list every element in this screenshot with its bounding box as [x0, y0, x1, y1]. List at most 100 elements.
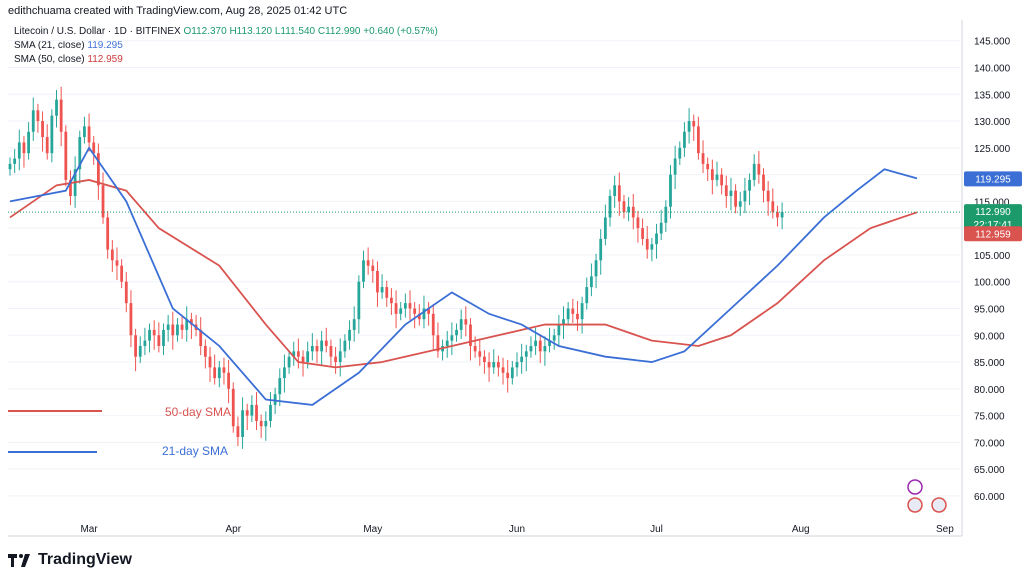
candle-body — [120, 265, 124, 282]
candle-body — [203, 345, 207, 357]
candle-body — [613, 185, 617, 197]
candle-body — [427, 308, 431, 314]
candle-body — [394, 303, 398, 314]
symbol-name: Litecoin / U.S. Dollar · 1D · BITFINEX — [14, 26, 181, 37]
candle-body — [213, 367, 217, 379]
candle-body — [506, 372, 510, 379]
candle-body — [776, 212, 779, 218]
candle-body — [515, 362, 519, 368]
candle-body — [245, 410, 249, 416]
candle-body — [148, 329, 151, 341]
y-tick-label: 135.000 — [974, 90, 1011, 101]
sma50-label: SMA (50, close) — [14, 54, 85, 65]
candle-body — [701, 153, 705, 164]
symbol-row[interactable]: Litecoin / U.S. Dollar · 1D · BITFINEX O… — [14, 25, 438, 39]
candle-body — [115, 260, 119, 266]
candle-body — [445, 340, 449, 346]
candle-body — [436, 335, 440, 352]
candle-body — [287, 356, 291, 368]
sma50-value: 112.959 — [87, 54, 123, 65]
candle-body — [529, 345, 533, 352]
candle-body — [180, 324, 184, 330]
candle-body — [92, 142, 96, 154]
candle-body — [306, 351, 310, 363]
price-badge — [964, 204, 1022, 233]
candle-body — [469, 324, 472, 346]
candle-body — [236, 426, 240, 438]
candle-body — [250, 404, 254, 416]
sma21-value: 119.295 — [87, 40, 123, 51]
candle-body — [31, 110, 35, 132]
candle-body — [129, 303, 133, 336]
candle-body — [655, 233, 658, 245]
candle-body — [562, 319, 565, 325]
candle-body — [450, 335, 454, 341]
candle-body — [687, 121, 691, 132]
candle-body — [185, 319, 189, 330]
sma50-row[interactable]: SMA (50, close) 112.959 — [14, 53, 438, 67]
candle-body — [259, 420, 263, 427]
candle-body — [96, 153, 100, 186]
candle-body — [380, 287, 384, 293]
candle-body — [669, 174, 672, 207]
candle-body — [87, 126, 91, 143]
candle-body — [766, 190, 770, 202]
candle-body — [617, 185, 621, 202]
candle-body — [55, 99, 58, 116]
candle-body — [171, 324, 175, 336]
candle-body — [580, 303, 584, 320]
candle-body — [269, 404, 272, 421]
candle-body — [83, 126, 86, 138]
candle-body — [706, 163, 710, 170]
candle-body — [334, 356, 337, 363]
price-badge — [964, 171, 1022, 187]
candle-body — [659, 222, 663, 234]
candle-body — [622, 201, 626, 213]
candle-body — [431, 313, 435, 336]
price-badge-label: 119.295 — [975, 174, 1011, 185]
candle-body — [371, 265, 375, 271]
x-tick-label: Jul — [650, 524, 663, 535]
sma21-label: SMA (21, close) — [14, 40, 85, 51]
candle-body — [106, 217, 110, 250]
candle-body — [222, 367, 226, 373]
x-tick-label: Mar — [80, 524, 98, 535]
candle-body — [422, 308, 426, 320]
candle-body — [571, 308, 575, 314]
candle-body — [264, 420, 268, 427]
candle-body — [17, 142, 21, 159]
candle-body — [208, 356, 212, 368]
candle-body — [590, 276, 593, 288]
sma21-row[interactable]: SMA (21, close) 119.295 — [14, 39, 438, 53]
candle-body — [315, 345, 319, 352]
candle-body — [310, 345, 314, 352]
y-tick-label: 70.000 — [974, 438, 1005, 449]
event-flag-icon — [907, 497, 923, 513]
candle-body — [50, 115, 54, 154]
event-flag-icon — [931, 497, 947, 513]
candle-body — [231, 388, 235, 427]
candle-body — [27, 131, 31, 154]
candle-body — [390, 297, 393, 304]
candle-body — [710, 169, 714, 180]
candle-body — [566, 308, 570, 320]
candle-body — [608, 196, 612, 218]
candle-body — [627, 206, 631, 213]
sma21-line — [9, 146, 918, 406]
candle-body — [190, 319, 193, 325]
candle-body — [724, 185, 728, 197]
candle-body — [324, 340, 328, 346]
candle-body — [673, 158, 677, 175]
candle-body — [664, 206, 668, 223]
candle-body — [631, 206, 635, 218]
sma50-line — [9, 179, 918, 369]
candle-body — [255, 404, 258, 421]
candle-body — [362, 260, 365, 282]
candle-body — [762, 174, 765, 191]
sma50-annotation-label: 50-day SMA — [165, 405, 231, 419]
x-tick-label: Apr — [225, 524, 241, 535]
candle-body — [376, 271, 379, 293]
candle-body — [729, 190, 733, 197]
y-tick-label: 125.000 — [974, 144, 1011, 155]
